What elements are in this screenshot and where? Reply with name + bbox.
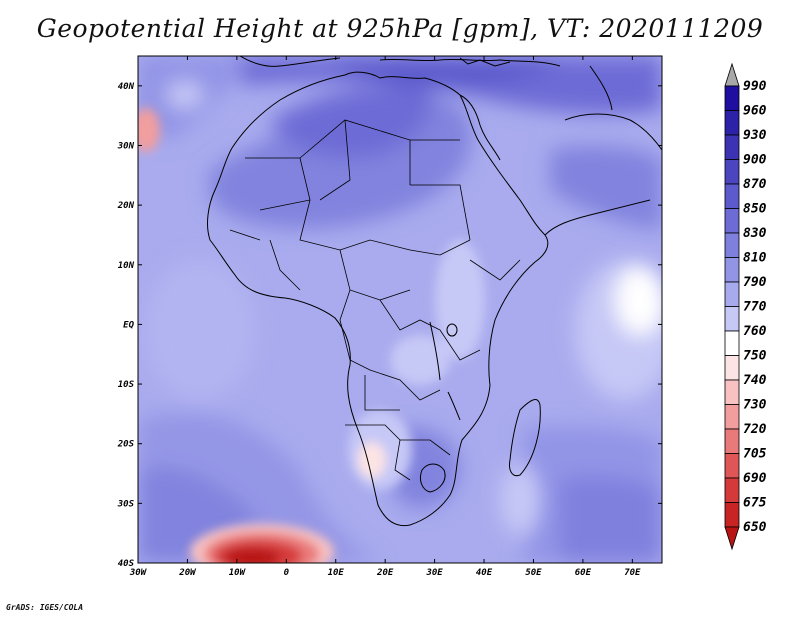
lon-label: 40E bbox=[476, 568, 493, 578]
map-frame bbox=[137, 55, 663, 564]
lon-label: 30E bbox=[425, 568, 443, 578]
longitude-axis: 30W 20W 10W 0 10E 20E 30E 40E 50E 60E 70E bbox=[129, 56, 641, 578]
colorbar-swatch bbox=[724, 208, 740, 234]
colorbar-swatch bbox=[724, 453, 740, 479]
lat-label: EQ bbox=[123, 320, 134, 330]
colorbar-label: 760 bbox=[743, 324, 767, 339]
colorbar-label: 900 bbox=[743, 153, 767, 168]
colorbar-swatch bbox=[724, 183, 740, 209]
lat-label: 30N bbox=[117, 141, 135, 151]
lat-label: 10N bbox=[118, 261, 135, 271]
colorbar-swatch bbox=[724, 85, 740, 111]
height-field bbox=[138, 56, 662, 563]
colorbar-label: 705 bbox=[743, 447, 767, 462]
colorbar-label: 830 bbox=[743, 226, 767, 241]
lat-label: 20S bbox=[117, 440, 135, 450]
colorbar-swatch bbox=[724, 428, 740, 454]
colorbar-label: 720 bbox=[743, 422, 767, 437]
colorbar-swatch bbox=[724, 232, 740, 258]
colorbar-swatch bbox=[724, 355, 740, 381]
colorbar-swatch bbox=[724, 110, 740, 136]
lon-label: 10W bbox=[229, 568, 247, 578]
colorbar-label: 810 bbox=[743, 251, 767, 266]
latitude-axis: 40N 30N 20N 10N EQ 10S 20S 30S 40S bbox=[117, 82, 662, 569]
colorbar-swatch bbox=[724, 502, 740, 528]
colorbar-label: 990 bbox=[743, 79, 767, 94]
colorbar-swatch bbox=[724, 159, 740, 185]
colorbar-label: 790 bbox=[743, 275, 767, 290]
lon-label: 10E bbox=[328, 568, 345, 578]
atlantic-low bbox=[190, 524, 334, 563]
grads-credit: GrADS: IGES/COLA bbox=[6, 603, 84, 612]
lon-label: 20W bbox=[178, 568, 197, 578]
lon-label: 20E bbox=[376, 568, 394, 578]
lat-label: 10S bbox=[118, 380, 135, 390]
colorbar-top-arrow bbox=[724, 62, 740, 87]
lon-label: 60E bbox=[575, 568, 592, 578]
colorbar-swatch bbox=[724, 330, 740, 356]
coastlines bbox=[207, 56, 662, 527]
colorbar-label: 730 bbox=[743, 398, 767, 413]
colorbar-label: 750 bbox=[743, 349, 767, 364]
colorbar-label: 960 bbox=[743, 104, 767, 119]
lat-label: 30S bbox=[117, 499, 135, 509]
colorbar: 990 960 930 900 870 850 830 810 790 770 760 750 740 7… bbox=[724, 62, 767, 551]
colorbar-label: 850 bbox=[743, 202, 767, 217]
colorbar-label: 650 bbox=[743, 520, 767, 535]
colorbar-label: 740 bbox=[743, 373, 767, 388]
colorbar-label: 690 bbox=[743, 471, 767, 486]
colorbar-swatch bbox=[724, 281, 740, 307]
lon-label: 50E bbox=[525, 568, 542, 578]
colorbar-swatch bbox=[724, 404, 740, 430]
figure-title: Geopotential Height at 925hPa [gpm], VT:… bbox=[36, 14, 764, 43]
colorbar-label: 675 bbox=[743, 496, 767, 511]
lon-label: 0 bbox=[284, 568, 290, 578]
lat-label: 20N bbox=[117, 201, 135, 211]
colorbar-label: 930 bbox=[743, 128, 767, 143]
colorbar-label: 870 bbox=[743, 177, 767, 192]
colorbar-label: 770 bbox=[743, 300, 767, 315]
colorbar-bottom-arrow bbox=[724, 526, 740, 551]
lon-label: 70E bbox=[624, 568, 641, 578]
lon-label: 30W bbox=[129, 568, 148, 578]
country-borders bbox=[229, 119, 521, 481]
colorbar-swatch bbox=[724, 306, 740, 332]
colorbar-swatch bbox=[724, 134, 740, 160]
lat-label: 40S bbox=[118, 559, 135, 569]
lat-label: 40N bbox=[118, 82, 135, 92]
colorbar-swatch bbox=[724, 379, 740, 405]
colorbar-swatch bbox=[724, 257, 740, 283]
colorbar-swatch bbox=[724, 477, 740, 503]
